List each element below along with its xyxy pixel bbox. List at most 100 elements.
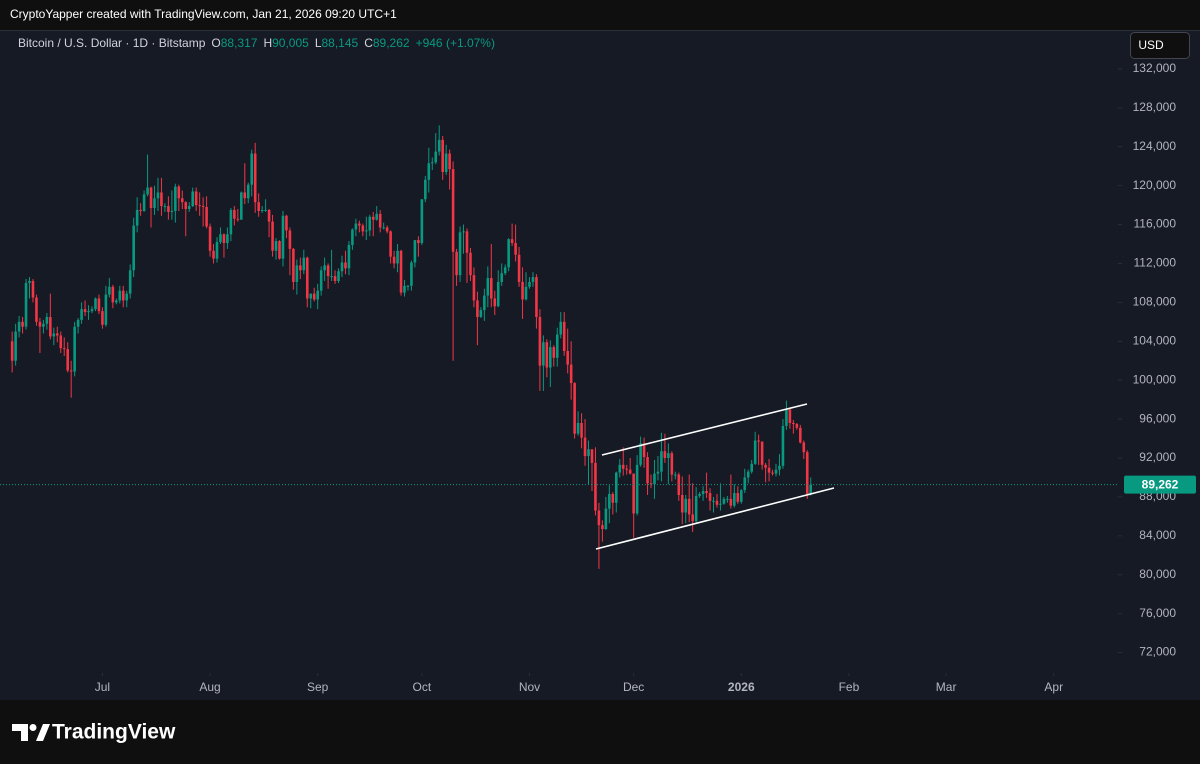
candle-body bbox=[236, 218, 240, 220]
candle-body bbox=[489, 278, 493, 299]
candle-body bbox=[465, 231, 469, 253]
symbol-legend: Bitcoin / U.S. Dollar · 1D · Bitstamp O88… bbox=[18, 36, 495, 50]
candle-body bbox=[441, 139, 444, 173]
candle-body bbox=[424, 179, 427, 200]
candle-body bbox=[55, 333, 59, 336]
y-tick-label: 104,000 bbox=[1133, 333, 1177, 347]
y-tick-label: 76,000 bbox=[1139, 606, 1176, 620]
candle-body bbox=[785, 409, 788, 426]
candle-body bbox=[312, 293, 316, 300]
candle-body bbox=[476, 300, 479, 317]
candle-body bbox=[184, 202, 188, 209]
candle-body bbox=[337, 271, 340, 281]
candle-body bbox=[194, 191, 198, 206]
candle-body bbox=[326, 265, 330, 277]
candle-body bbox=[559, 321, 563, 335]
candle-body bbox=[128, 270, 132, 294]
logo-slash bbox=[36, 724, 50, 741]
candle-body bbox=[115, 300, 118, 303]
candle-body bbox=[663, 451, 667, 459]
candle-body bbox=[257, 202, 260, 211]
candle-body bbox=[614, 472, 618, 503]
y-tick-label: 72,000 bbox=[1139, 645, 1176, 659]
candle-body bbox=[28, 280, 31, 283]
candle-body bbox=[809, 484, 813, 494]
candle-body bbox=[451, 169, 455, 252]
candle-body bbox=[517, 254, 521, 282]
candle-body bbox=[705, 491, 708, 494]
candle-body bbox=[545, 342, 549, 368]
candle-body bbox=[267, 209, 271, 222]
candle-body bbox=[278, 241, 281, 259]
change-value: +946 (+1.07%) bbox=[416, 36, 495, 50]
candle-body bbox=[132, 225, 135, 271]
candle-body bbox=[38, 321, 42, 327]
candle-body bbox=[694, 495, 698, 522]
y-tick-label: 124,000 bbox=[1133, 139, 1177, 153]
candle-body bbox=[389, 231, 392, 257]
candle-body bbox=[146, 187, 149, 195]
candle-body bbox=[462, 231, 465, 233]
candle-body bbox=[569, 364, 573, 384]
x-tick-label: Sep bbox=[307, 680, 329, 694]
candle-body bbox=[406, 285, 410, 287]
y-tick-label: 84,000 bbox=[1139, 528, 1176, 542]
currency-label[interactable]: USD bbox=[1138, 38, 1164, 52]
candle-body bbox=[149, 187, 153, 209]
currency-button[interactable] bbox=[1130, 32, 1190, 59]
candle-body bbox=[799, 427, 802, 443]
candle-body bbox=[365, 230, 368, 232]
candle-body bbox=[521, 281, 524, 300]
candle-body bbox=[715, 500, 719, 505]
candle-body bbox=[608, 494, 611, 509]
candle-body bbox=[524, 286, 528, 300]
candle-body bbox=[771, 472, 774, 474]
candle-body bbox=[205, 207, 208, 227]
candle-body bbox=[396, 250, 399, 264]
candle-body bbox=[753, 440, 757, 464]
candle-body bbox=[94, 298, 97, 310]
candle-body bbox=[212, 250, 215, 259]
candle-body bbox=[590, 449, 594, 463]
candle-body bbox=[14, 331, 17, 361]
candle-body bbox=[42, 323, 45, 327]
candle-body bbox=[562, 321, 566, 352]
candle-body bbox=[201, 206, 205, 208]
candle-body bbox=[226, 234, 229, 244]
candle-body bbox=[170, 210, 174, 212]
candle-body bbox=[555, 334, 559, 358]
x-tick-label: Apr bbox=[1044, 680, 1063, 694]
candle-body bbox=[323, 265, 326, 271]
x-tick-label: 2026 bbox=[728, 680, 755, 694]
candle-body bbox=[10, 341, 14, 361]
channel-upper-line bbox=[601, 403, 808, 456]
candle-body bbox=[219, 234, 222, 243]
candle-body bbox=[552, 347, 556, 358]
candle-body bbox=[368, 216, 372, 231]
candle-body bbox=[163, 206, 167, 208]
candle-body bbox=[437, 139, 441, 152]
x-tick-label: Jul bbox=[95, 680, 110, 694]
candle-body bbox=[371, 216, 375, 220]
candle-body bbox=[486, 278, 490, 296]
candle-body bbox=[35, 297, 38, 322]
candle-body bbox=[49, 316, 52, 337]
candle-body bbox=[288, 230, 292, 249]
candle-body bbox=[496, 281, 500, 307]
candle-body bbox=[281, 215, 285, 259]
candle-body bbox=[80, 309, 83, 320]
candle-body bbox=[135, 209, 139, 226]
candle-body bbox=[97, 298, 101, 312]
x-tick-label: Nov bbox=[519, 680, 540, 694]
candle-body bbox=[160, 192, 163, 207]
candle-body bbox=[52, 333, 56, 337]
low-label: L bbox=[315, 36, 322, 50]
candle-body bbox=[403, 285, 406, 293]
candle-body bbox=[240, 192, 243, 220]
low-value: 88,145 bbox=[322, 36, 359, 50]
candle-body bbox=[420, 199, 424, 244]
candle-body bbox=[180, 198, 184, 203]
candle-body bbox=[31, 280, 35, 298]
candle-body bbox=[243, 192, 247, 199]
candle-body bbox=[333, 276, 337, 281]
